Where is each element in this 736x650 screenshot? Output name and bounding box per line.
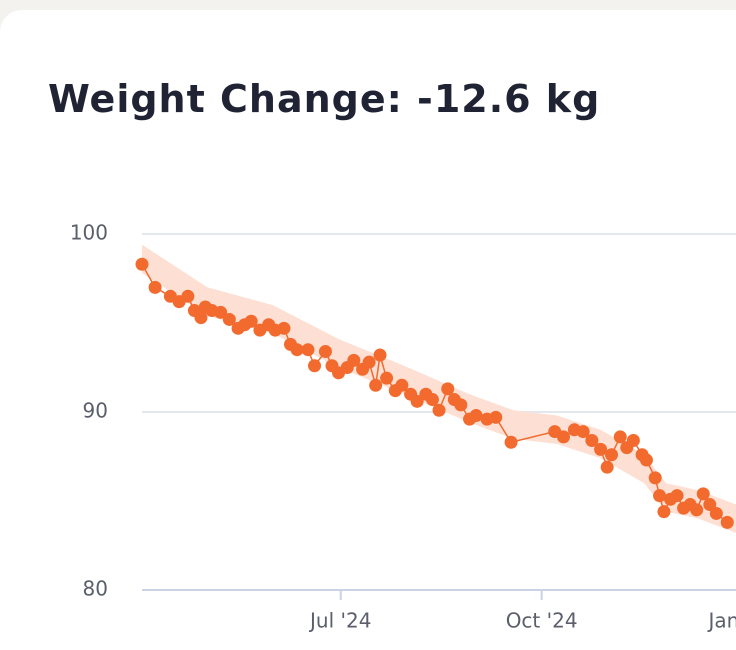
weight-point <box>135 257 149 271</box>
weight-point <box>395 378 409 392</box>
weight-point <box>648 471 662 485</box>
weight-point <box>653 489 667 503</box>
y-tick-label: 90 <box>83 399 108 423</box>
weight-point <box>489 410 503 424</box>
weight-point <box>720 515 734 529</box>
weight-point <box>454 398 468 412</box>
weight-point <box>469 409 483 423</box>
weight-point <box>373 348 387 362</box>
weight-point <box>347 353 361 367</box>
weight-point <box>148 280 162 294</box>
x-tick-label: Jan '25 <box>706 609 736 633</box>
weight-point <box>576 425 590 439</box>
weight-point <box>362 355 376 369</box>
weight-point <box>605 448 619 462</box>
x-tick-label: Jul '24 <box>308 609 371 633</box>
weight-point <box>556 430 570 444</box>
weight-point <box>696 487 710 501</box>
weight-point <box>369 378 383 392</box>
weight-point <box>613 430 627 444</box>
weight-point <box>181 289 195 303</box>
weight-point <box>380 371 394 385</box>
weight-point <box>244 314 258 328</box>
y-tick-label: 100 <box>70 221 108 245</box>
x-tick-label: Oct '24 <box>506 609 578 633</box>
card: Weight Change: -12.6 kg 80 90 100 Jul '24 Oc… <box>0 10 736 650</box>
weight-point <box>308 359 322 373</box>
weight-point <box>301 343 315 357</box>
y-tick-label: 80 <box>83 577 108 601</box>
weight-point <box>194 311 208 325</box>
weight-point <box>585 433 599 447</box>
weight-point <box>709 506 723 520</box>
weight-point <box>670 489 684 503</box>
weight-point <box>594 442 608 456</box>
chart-title: Weight Change: -12.6 kg <box>48 77 600 121</box>
weight-point <box>214 305 228 319</box>
weight-point <box>504 435 518 449</box>
weight-point <box>410 394 424 408</box>
trend-band <box>142 244 736 534</box>
weight-point <box>277 321 291 335</box>
weight-point <box>425 393 439 407</box>
weight-point <box>441 382 455 396</box>
chart: Weight Change: -12.6 kg 80 90 100 Jul '24 Oc… <box>48 77 736 633</box>
weight-point <box>639 453 653 467</box>
weight-point <box>318 344 332 358</box>
weight-point <box>600 460 614 474</box>
weight-point <box>222 312 236 326</box>
weight-point <box>432 403 446 417</box>
weight-point <box>290 343 304 357</box>
weight-point <box>657 505 671 519</box>
weight-point <box>690 503 704 517</box>
weight-point <box>626 433 640 447</box>
weight-point <box>703 498 717 512</box>
